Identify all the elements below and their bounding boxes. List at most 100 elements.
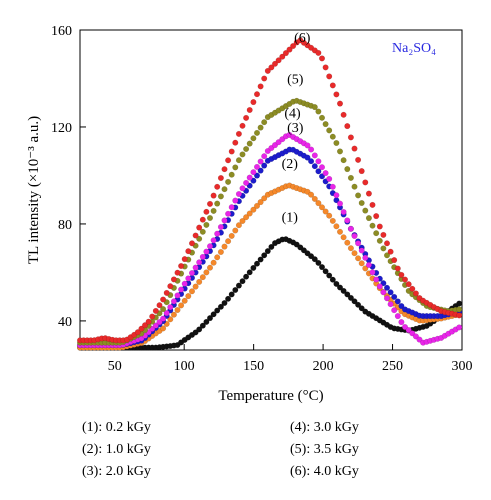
data-point	[232, 287, 239, 294]
data-point	[308, 158, 315, 165]
x-tick-label: 100	[174, 359, 195, 374]
data-point	[315, 200, 322, 207]
data-point	[351, 250, 358, 257]
data-point	[362, 265, 369, 272]
data-point	[311, 163, 318, 170]
data-point	[456, 312, 463, 319]
data-point	[369, 201, 376, 208]
data-point	[246, 174, 253, 181]
data-point	[221, 166, 228, 173]
data-point	[214, 230, 221, 237]
data-point	[228, 204, 235, 211]
plot-frame	[79, 29, 463, 351]
data-point	[250, 169, 257, 176]
data-point	[355, 301, 362, 308]
data-point	[188, 240, 195, 247]
data-point	[138, 325, 145, 332]
data-point	[257, 158, 264, 165]
series-6	[76, 37, 463, 344]
data-point	[178, 263, 185, 270]
data-point	[246, 269, 253, 276]
data-point	[217, 303, 224, 310]
data-point	[326, 212, 333, 219]
data-point	[384, 295, 391, 302]
data-point	[174, 307, 181, 314]
x-tick-label: 300	[452, 359, 473, 374]
data-point	[196, 224, 203, 231]
y-tick-label: 160	[51, 24, 72, 39]
data-point	[398, 303, 405, 310]
data-point	[369, 222, 376, 229]
data-point	[257, 256, 264, 263]
data-point	[178, 286, 185, 293]
data-point	[304, 154, 311, 161]
data-point	[322, 208, 329, 215]
data-point	[264, 248, 271, 255]
data-point	[308, 191, 315, 198]
data-point	[456, 306, 463, 313]
data-point	[261, 252, 268, 259]
data-point	[250, 206, 257, 213]
data-point	[387, 248, 394, 255]
x-tick-label: 150	[243, 359, 264, 374]
data-point	[376, 283, 383, 290]
data-point	[167, 316, 174, 323]
legend-item-2: (2): 1.0 kGy	[82, 442, 151, 457]
data-point	[311, 256, 318, 263]
data-point	[214, 307, 221, 314]
data-point	[373, 230, 380, 237]
data-point	[351, 298, 358, 305]
data-point	[308, 146, 315, 153]
data-point	[185, 275, 192, 282]
data-point	[206, 315, 213, 322]
data-point	[250, 264, 257, 271]
data-point	[170, 276, 177, 283]
data-point	[402, 324, 409, 331]
data-point	[384, 240, 391, 247]
curve-label: (6)	[294, 31, 311, 46]
data-point	[225, 157, 232, 164]
data-point	[344, 123, 351, 130]
data-point	[380, 289, 387, 296]
data-point	[181, 280, 188, 287]
data-point	[333, 91, 340, 98]
data-point	[340, 111, 347, 118]
data-point	[206, 243, 213, 250]
axis-ticks: 50 100 150 200 250 300 40 80 120 160	[51, 24, 473, 374]
data-point	[394, 298, 401, 305]
data-point	[355, 240, 362, 247]
data-point	[188, 270, 195, 277]
data-point	[358, 305, 365, 312]
data-point	[235, 157, 242, 164]
data-point	[456, 300, 463, 307]
data-point	[239, 217, 246, 224]
data-point	[239, 278, 246, 285]
data-point	[326, 73, 333, 80]
data-point	[329, 133, 336, 140]
data-point	[199, 322, 206, 329]
data-point	[188, 288, 195, 295]
data-point	[337, 100, 344, 107]
data-point	[239, 122, 246, 129]
data-point	[337, 284, 344, 291]
data-point	[192, 264, 199, 271]
data-series	[76, 37, 463, 351]
y-tick-label: 80	[58, 218, 72, 233]
compound-label-text: Na₂SO₄	[392, 41, 436, 56]
data-point	[253, 260, 260, 267]
data-point	[217, 193, 224, 200]
data-point	[253, 163, 260, 170]
data-point	[347, 134, 354, 141]
data-point	[311, 195, 318, 202]
data-point	[347, 225, 354, 232]
data-point	[149, 313, 156, 320]
data-point	[358, 247, 365, 254]
data-point	[232, 139, 239, 146]
data-point	[412, 290, 419, 297]
data-point	[279, 53, 286, 60]
data-point	[217, 223, 224, 230]
data-point	[337, 148, 344, 155]
data-point	[311, 104, 318, 111]
data-point	[239, 185, 246, 192]
data-point	[456, 324, 463, 331]
